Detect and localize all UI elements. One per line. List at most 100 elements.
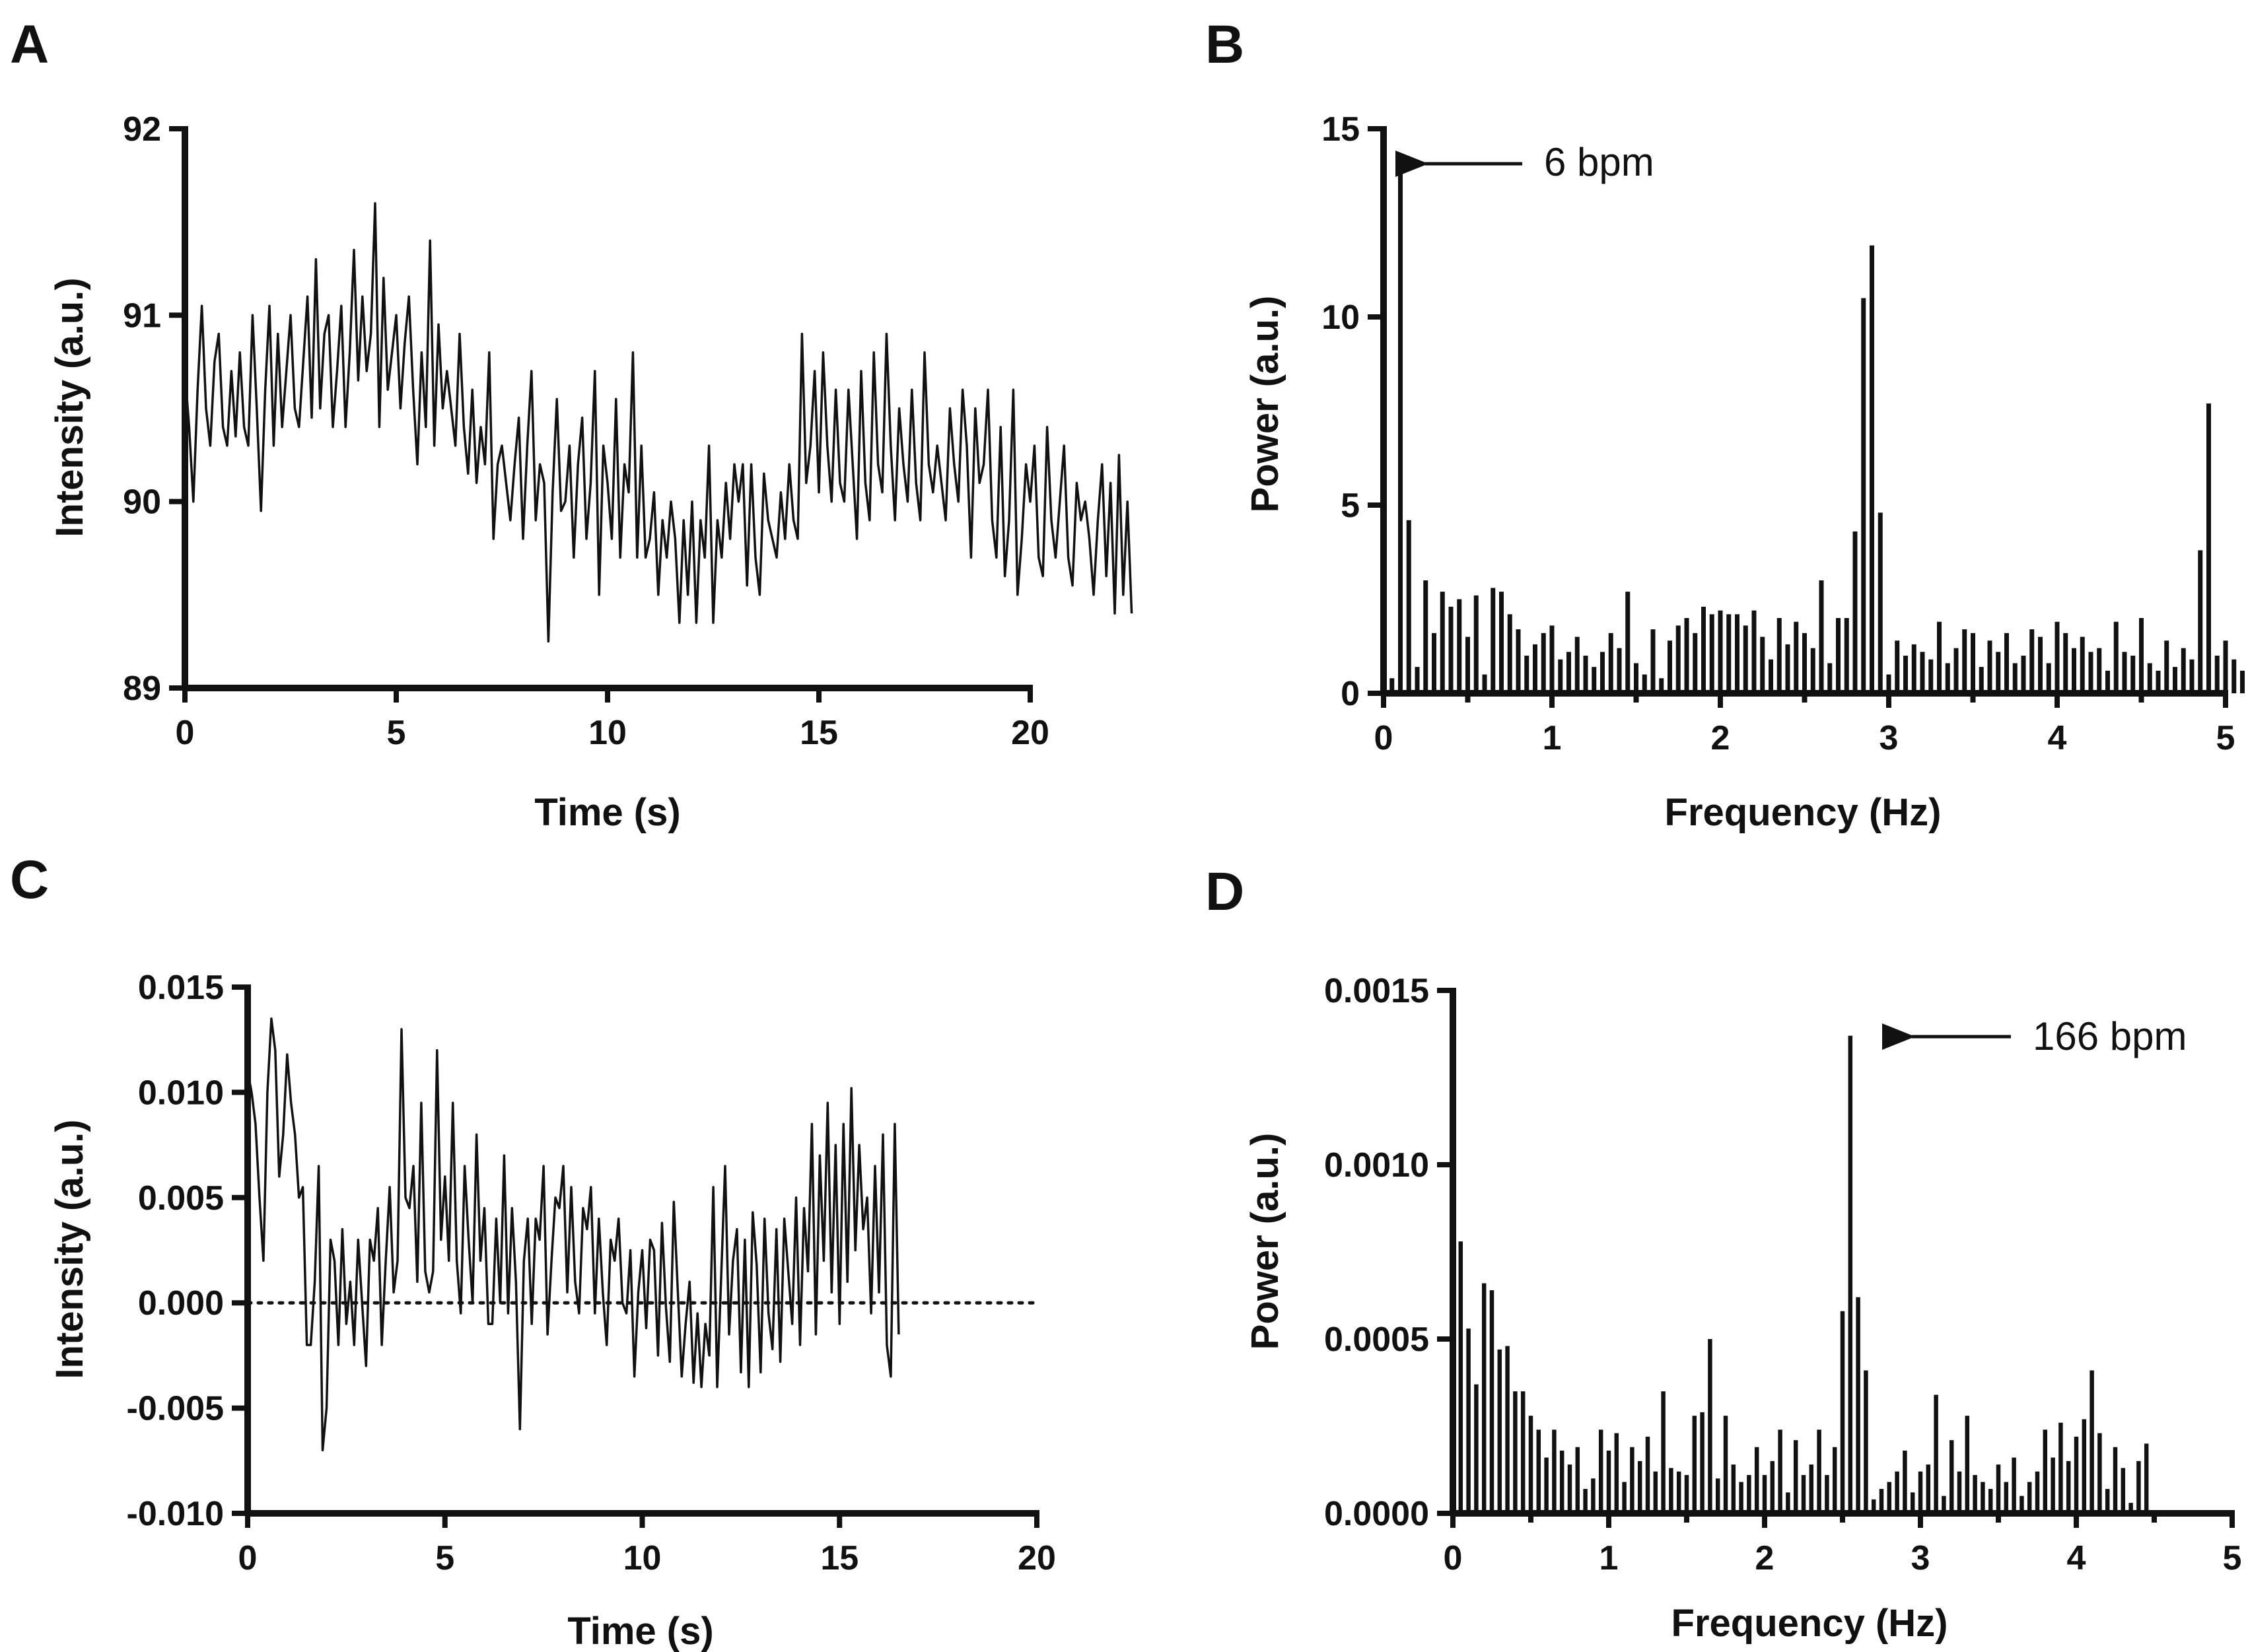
panel-d-bar <box>1864 1370 1868 1513</box>
panel-d-bar <box>1708 1339 1712 1513</box>
panel-b-bar <box>2181 648 2186 693</box>
panel-b-bar <box>2206 403 2212 693</box>
panel-d-y-tick-label: 0.0005 <box>1324 1321 1429 1359</box>
panel-b-bar <box>2071 648 2077 693</box>
panel-d-bar <box>1622 1482 1627 1513</box>
panel-d-bar <box>1887 1482 1892 1513</box>
panel-b-bar <box>1574 637 1580 693</box>
panel-d-bar <box>1497 1349 1502 1513</box>
panel-b-bar <box>1953 648 1959 693</box>
panel-b-bar <box>1810 648 1815 693</box>
panel-d-bar <box>1840 1311 1845 1513</box>
panel-d-bar <box>2035 1471 2040 1513</box>
panel-b-bar <box>1625 592 1631 693</box>
panel-b-bar <box>2088 652 2093 693</box>
panel-b-bar <box>1970 633 1976 693</box>
panel-b-bar <box>1415 667 1420 693</box>
panel-a-series-line <box>184 202 1133 643</box>
panel-b-y-tick-label: 10 <box>1321 298 1360 337</box>
panel-d-bar <box>1988 1489 1993 1513</box>
panel-d-bar <box>2012 1457 2016 1513</box>
panel-d-bar <box>2020 1496 2024 1513</box>
panel-b-bar <box>2189 659 2195 693</box>
panel-d-bar <box>1895 1471 1899 1513</box>
panel-label-c: C <box>10 850 49 910</box>
panel-d-x-tick-label: 1 <box>1599 1539 1619 1577</box>
panel-c-chart: Time (s) Intensity (a.u.) 0 5 10 15 20 -0.010… <box>48 969 1056 1652</box>
panel-d-bar <box>1817 1429 1821 1513</box>
panel-b-bar <box>1835 618 1841 693</box>
panel-b-bar <box>1566 652 1572 693</box>
panel-d-x-tick-label: 2 <box>1755 1539 1774 1577</box>
panel-b-bar <box>1743 625 1748 693</box>
panel-d-y-tick-label: 0.0000 <box>1324 1495 1429 1533</box>
panel-c-series-line <box>246 1017 900 1452</box>
panel-d-bar <box>2043 1429 2048 1513</box>
panel-d-bar <box>2066 1461 2071 1513</box>
panel-d-bar <box>1871 1499 1876 1513</box>
panel-a-x-axis-title: Time (s) <box>534 791 680 834</box>
panel-c-x-tick-label: 0 <box>238 1539 258 1577</box>
panel-b-bar <box>1507 614 1512 693</box>
panel-b-bar <box>2156 670 2161 693</box>
panel-d-bar <box>1552 1429 1557 1513</box>
panel-b-x-tick-label: 4 <box>2048 719 2067 757</box>
panel-b-bar <box>1718 610 1723 693</box>
panel-d-bar <box>1832 1447 1837 1513</box>
panel-b-bar <box>2105 670 2111 693</box>
panel-b-bar <box>1549 625 1555 693</box>
panel-d-bar <box>1474 1384 1479 1513</box>
panel-d-bar <box>1981 1482 1985 1513</box>
panel-d-annotation-label: 166 bpm <box>2033 1014 2187 1058</box>
panel-b-bar <box>1608 633 1613 693</box>
panel-d-bar <box>1489 1290 1494 1513</box>
panel-d-bar <box>2074 1436 2079 1513</box>
panel-b-bar <box>2122 652 2127 693</box>
panel-d-x-tick-label: 4 <box>2067 1539 2086 1577</box>
panel-b-bar <box>2021 656 2026 693</box>
panel-d-bar <box>1520 1391 1526 1513</box>
panel-c-x-tick-label: 15 <box>820 1539 859 1577</box>
panel-b-bar <box>1794 621 1799 693</box>
panel-a-x-tick-label: 15 <box>800 714 838 752</box>
panel-d-bar <box>1559 1450 1564 1513</box>
panel-d-bar <box>1645 1436 1650 1513</box>
panel-b-bar <box>1516 629 1521 693</box>
panel-c-y-tick-label: -0.010 <box>127 1495 224 1533</box>
panel-b-bar <box>2113 621 2119 693</box>
panel-b-bar <box>1524 656 1529 693</box>
panel-b-bar <box>1734 614 1740 693</box>
panel-b-bar <box>1861 298 1866 693</box>
panel-b-bar <box>2130 656 2136 693</box>
panel-d-bar <box>1957 1471 1962 1513</box>
panel-b-x-tick-label: 2 <box>1711 719 1730 757</box>
panel-d-bar <box>1692 1416 1697 1513</box>
panel-b-bar <box>2164 640 2169 693</box>
panel-b-bar <box>1936 621 1942 693</box>
panel-b-bar <box>1659 678 1664 693</box>
panel-d-bar <box>1856 1297 1860 1513</box>
panel-b-bar <box>1996 652 2001 693</box>
panel-d-bar <box>1739 1482 1743 1513</box>
panel-b-bar <box>2046 663 2051 693</box>
panel-a-y-tick-label: 92 <box>123 110 161 149</box>
panel-label-a: A <box>10 15 49 75</box>
panel-b-bar <box>2012 663 2018 693</box>
panel-d-bar <box>1786 1492 1790 1513</box>
panel-d-bar <box>2144 1443 2149 1513</box>
panel-b-bar <box>1592 667 1597 693</box>
panel-b-bar <box>1633 663 1639 693</box>
panel-d-y-tick-label: 0.0015 <box>1324 972 1429 1010</box>
panel-b-y-axis-title: Power (a.u.) <box>1244 296 1286 513</box>
panel-d-bar <box>1996 1464 2001 1513</box>
panel-b-bar <box>1599 652 1605 693</box>
panel-c-x-axis-title: Time (s) <box>567 1610 713 1652</box>
panel-d-bar <box>1848 1035 1853 1513</box>
panel-b-bar <box>1760 637 1765 693</box>
panel-d-bar <box>1825 1474 1829 1513</box>
panel-d-bar <box>1793 1440 1798 1513</box>
panel-d-bar <box>1965 1416 1970 1513</box>
panel-b-annotation-label: 6 bpm <box>1544 140 1654 184</box>
panel-d-bar <box>1630 1447 1634 1513</box>
panel-d-bar <box>1528 1416 1533 1513</box>
